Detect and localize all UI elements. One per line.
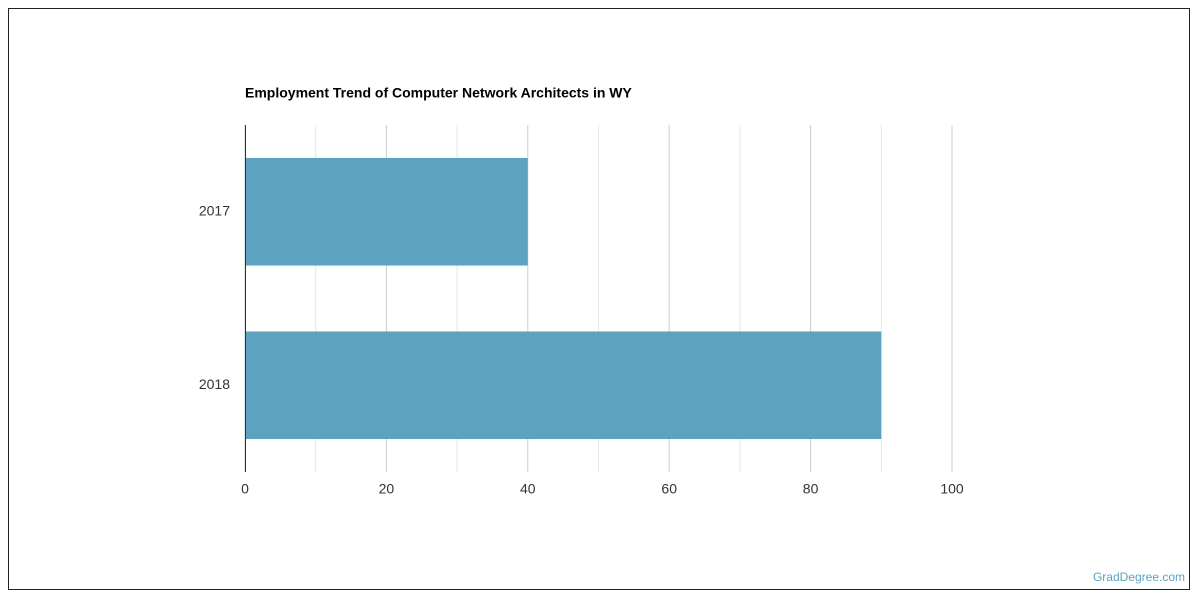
watermark[interactable]: GradDegree.com [1093,570,1185,584]
frame [8,8,1190,590]
x-tick-label: 0 [241,481,249,497]
bar [245,331,882,440]
y-tick-label: 2017 [199,202,230,218]
x-tick-label: 60 [661,481,677,497]
chart-title: Employment Trend of Computer Network Arc… [245,85,633,101]
x-tick-label: 40 [520,481,536,497]
x-tick-label: 80 [803,481,819,497]
y-tick-label: 2018 [199,376,230,392]
x-tick-label: 20 [379,481,395,497]
x-tick-label: 100 [940,481,964,497]
bar [245,157,528,266]
